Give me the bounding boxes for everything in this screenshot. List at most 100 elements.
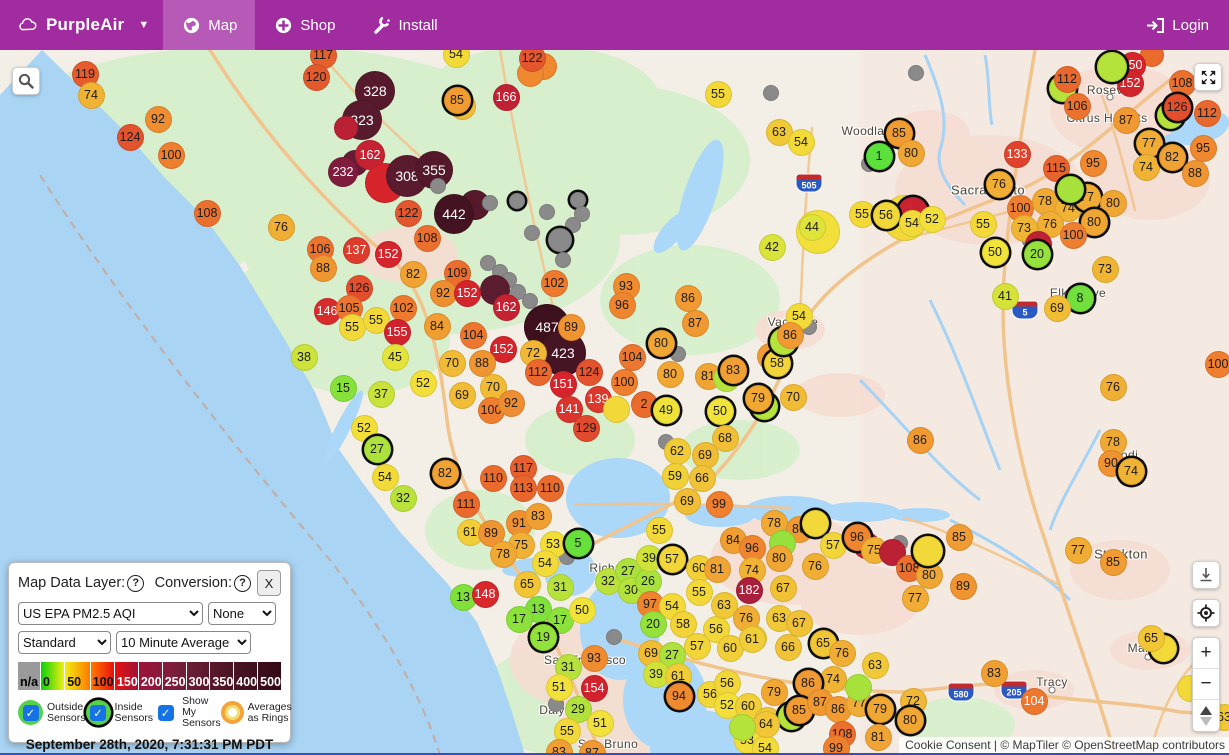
sensor-dot[interactable]: 19 <box>529 623 557 651</box>
sensor-dot[interactable]: 69 <box>691 441 719 469</box>
sensor-dot[interactable]: 106 <box>1063 92 1091 120</box>
sensor-dot[interactable]: 80 <box>656 360 684 388</box>
sensor-dot[interactable]: 79 <box>744 384 772 412</box>
sensor-dot[interactable]: 102 <box>540 269 568 297</box>
sensor-dot[interactable]: 74 <box>1117 457 1145 485</box>
search-button[interactable] <box>12 67 40 95</box>
sensor-dot[interactable]: 112 <box>1053 65 1081 93</box>
sensor-dot[interactable]: 65 <box>513 570 541 598</box>
sensor-dot[interactable]: 78 <box>489 540 517 568</box>
sensor-dot[interactable]: 56 <box>872 201 900 229</box>
sensor-dot[interactable]: 87 <box>1112 106 1140 134</box>
sensor-dot[interactable]: 151 <box>549 370 577 398</box>
sensor-dot[interactable]: 65 <box>1137 624 1165 652</box>
sensor-dot[interactable]: 87 <box>578 739 606 755</box>
sensor-dot[interactable]: 76 <box>1099 373 1127 401</box>
sensor-dot[interactable]: 80 <box>765 544 793 572</box>
sensor-dot[interactable]: 27 <box>363 435 391 463</box>
sensor-dot[interactable]: 31 <box>546 573 574 601</box>
toggle-averages-as-rings[interactable]: Averages as Rings <box>220 701 292 724</box>
sensor-dot[interactable]: 44 <box>798 213 826 241</box>
sensor-dot[interactable]: 52 <box>409 369 437 397</box>
sensor-dot[interactable]: 17 <box>505 605 533 633</box>
sensor-dot[interactable] <box>482 195 498 211</box>
sensor-dot[interactable]: 74 <box>819 665 847 693</box>
sensor-dot[interactable]: 69 <box>673 487 701 515</box>
sensor-dot[interactable]: 96 <box>608 291 636 319</box>
sensor-dot[interactable]: 50 <box>981 238 1009 266</box>
sensor-dot[interactable]: 86 <box>906 426 934 454</box>
sensor-dot[interactable]: 81 <box>703 555 731 583</box>
sensor-dot[interactable]: 55 <box>704 80 732 108</box>
sensor-dot[interactable]: 50 <box>568 596 596 624</box>
checkbox-checked-icon[interactable]: ✓ <box>22 704 39 721</box>
sensor-dot[interactable]: 102 <box>389 294 417 322</box>
cookie-consent-link[interactable]: Cookie Consent <box>905 738 991 752</box>
sensor-dot[interactable]: 76 <box>985 170 1013 198</box>
conversion-select[interactable]: None <box>208 602 276 625</box>
sensor-dot[interactable]: 55 <box>362 306 390 334</box>
sensor-dot[interactable]: 89 <box>557 313 585 341</box>
sensor-dot[interactable] <box>908 65 924 81</box>
sensor-dot[interactable]: 93 <box>580 644 608 672</box>
sensor-dot[interactable]: 57 <box>683 632 711 660</box>
sensor-dot[interactable]: 55 <box>685 578 713 606</box>
sensor-dot[interactable]: 96 <box>843 523 871 551</box>
sensor-dot[interactable]: 81 <box>864 723 892 751</box>
sensor-dot[interactable]: 100 <box>157 141 185 169</box>
sensor-dot[interactable] <box>1056 175 1084 203</box>
sensor-dot[interactable]: 55 <box>969 210 997 238</box>
sensor-dot[interactable]: 57 <box>658 545 686 573</box>
sensor-dot[interactable]: 108 <box>413 224 441 252</box>
compass-button[interactable] <box>1193 700 1219 731</box>
sensor-dot[interactable]: 83 <box>545 738 573 755</box>
sensor-dot[interactable]: 80 <box>896 706 924 734</box>
brand-menu[interactable]: PurpleAir ▼ <box>0 0 163 50</box>
login-button[interactable]: Login <box>1125 15 1229 35</box>
sensor-dot[interactable] <box>844 673 872 701</box>
sensor-dot[interactable]: 26 <box>634 567 662 595</box>
sensor-dot[interactable]: 37 <box>367 380 395 408</box>
nav-tab-map[interactable]: Map <box>163 0 256 50</box>
sensor-dot[interactable]: 355 <box>415 151 453 189</box>
sensor-dot[interactable]: 89 <box>949 572 977 600</box>
sensor-dot[interactable]: 76 <box>801 552 829 580</box>
sensor-dot[interactable]: 120 <box>302 63 330 91</box>
sensor-dot[interactable]: 100 <box>610 368 638 396</box>
checkbox-checked-icon[interactable]: ✓ <box>90 704 107 721</box>
sensor-dot[interactable]: 86 <box>674 284 702 312</box>
sensor-dot[interactable]: 83 <box>980 659 1008 687</box>
conversion-help-button[interactable]: ? <box>234 574 251 592</box>
maptiler-link[interactable]: © MapTiler <box>1000 738 1063 752</box>
sensor-dot[interactable]: 442 <box>434 194 474 234</box>
sensor-dot[interactable]: 15 <box>329 374 357 402</box>
sensor-dot[interactable]: 87 <box>681 309 709 337</box>
sensor-dot[interactable] <box>548 228 572 252</box>
sensor-dot[interactable]: 20 <box>1023 240 1051 268</box>
sensor-dot[interactable]: 51 <box>586 709 614 737</box>
sensor-dot[interactable]: 162 <box>492 293 520 321</box>
geolocate-button[interactable] <box>1192 599 1220 627</box>
sensor-dot[interactable]: 55 <box>848 200 876 228</box>
sensor-dot[interactable]: 54 <box>531 549 559 577</box>
sensor-dot[interactable]: 82 <box>1158 143 1186 171</box>
sensor-dot[interactable] <box>606 629 622 645</box>
sensor-dot[interactable]: 66 <box>688 464 716 492</box>
sensor-dot[interactable]: 80 <box>1080 208 1108 236</box>
sensor-dot[interactable]: 73 <box>1091 255 1119 283</box>
sensor-dot[interactable]: 84 <box>423 312 451 340</box>
sensor-dot[interactable]: 104 <box>1020 687 1048 715</box>
average-select[interactable]: 10 Minute Average <box>116 631 251 654</box>
zoom-out-button[interactable]: − <box>1193 669 1219 700</box>
sensor-dot[interactable]: 8 <box>1066 284 1094 312</box>
sensor-dot[interactable]: 77 <box>1135 129 1163 157</box>
sensor-dot[interactable]: 124 <box>575 358 603 386</box>
map-pitch-button[interactable] <box>1192 561 1220 589</box>
sensor-dot[interactable]: 88 <box>309 254 337 282</box>
sensor-dot[interactable]: 42 <box>758 233 786 261</box>
sensor-dot[interactable]: 110 <box>479 464 507 492</box>
sensor-dot[interactable]: 152 <box>453 279 481 307</box>
sensor-dot[interactable]: 146 <box>313 297 341 325</box>
layer-select[interactable]: US EPA PM2.5 AQI <box>18 602 203 625</box>
